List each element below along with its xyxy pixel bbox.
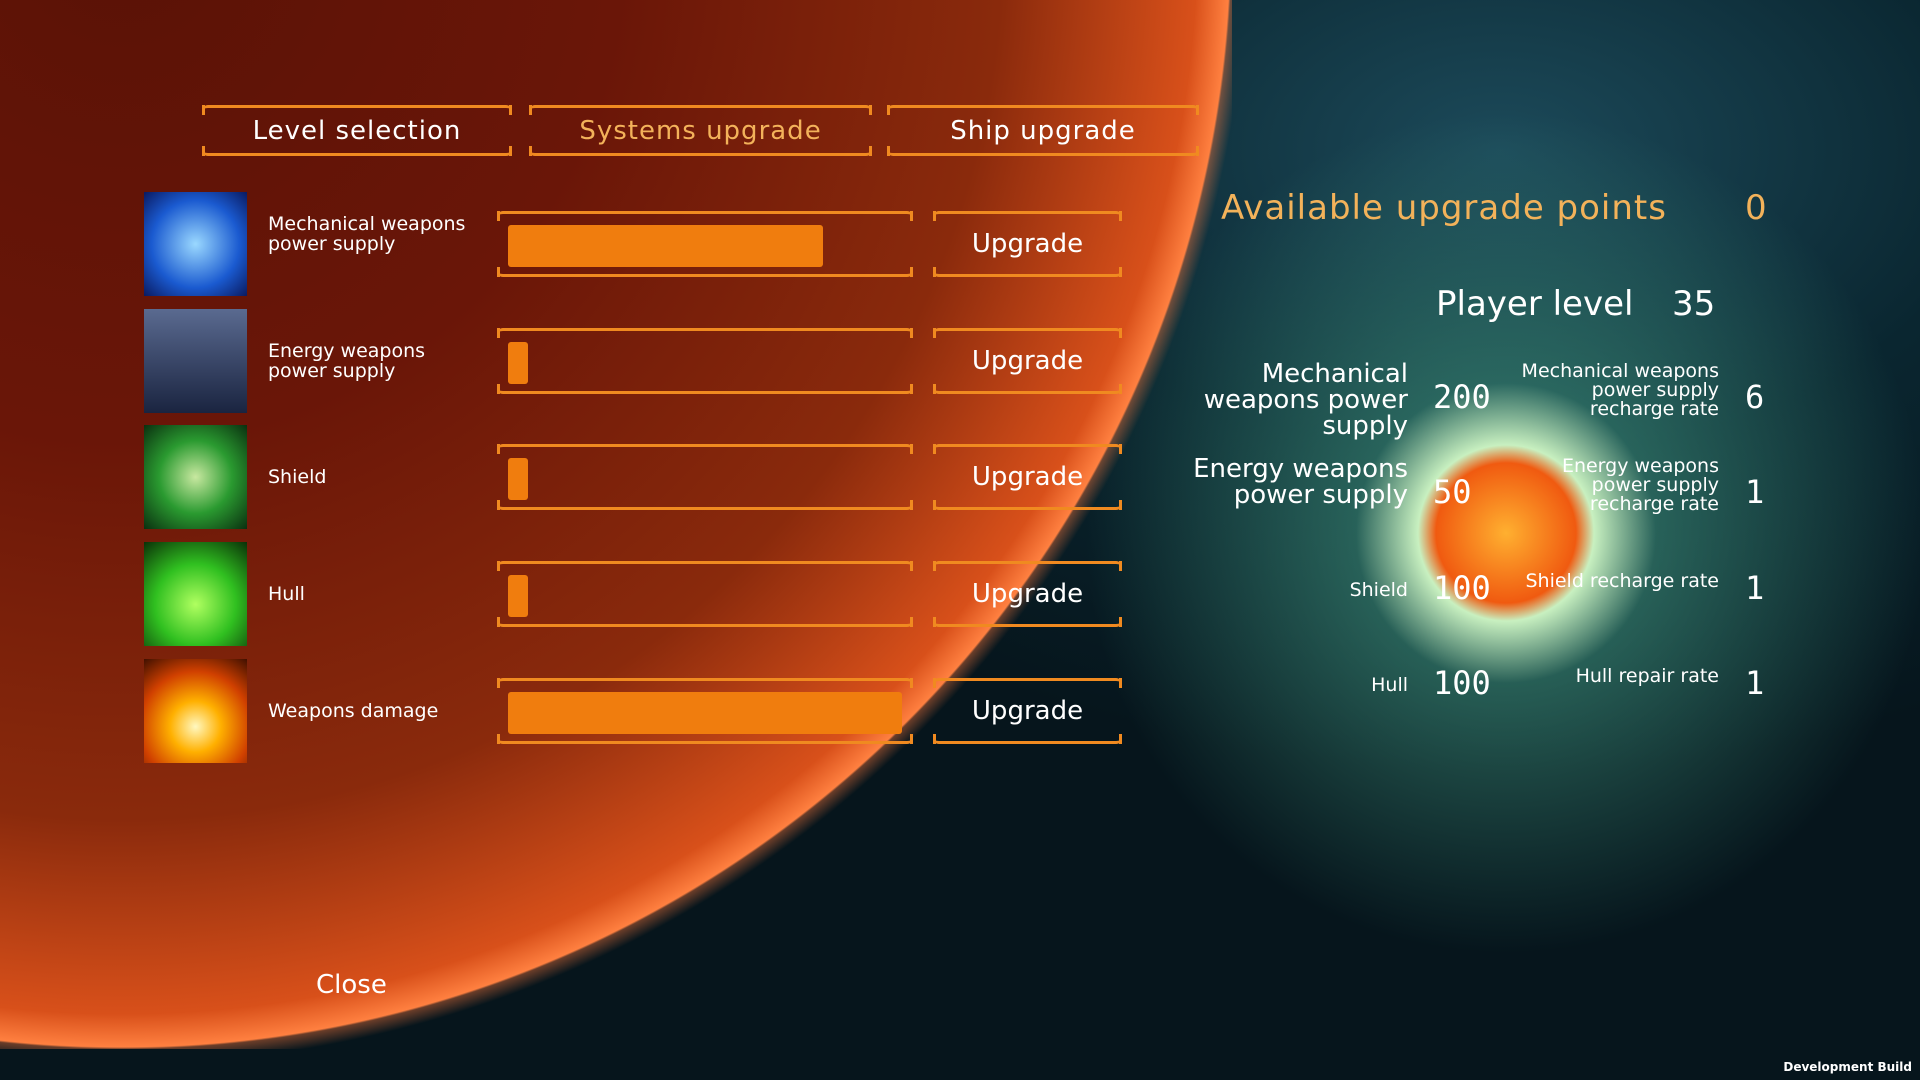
tab-ship-upgrade[interactable]: Ship upgrade (887, 105, 1199, 156)
explosion-icon (144, 659, 247, 763)
system-label: Hull (268, 583, 305, 605)
upgrade-points-label: Available upgrade points (1221, 188, 1667, 228)
upgrade-button[interactable]: Upgrade (933, 211, 1122, 277)
upgrade-button[interactable]: Upgrade (933, 678, 1122, 744)
system-progress-bar (497, 561, 913, 627)
close-button[interactable]: Close (316, 970, 387, 1000)
system-progress-bar (497, 328, 913, 394)
arrow-icon (144, 192, 247, 296)
stat-rate-value: 1 (1745, 569, 1765, 607)
player-level-value: 35 (1672, 284, 1716, 324)
stat-rate-label: Energy weapons power supply recharge rat… (1561, 455, 1719, 515)
upgrade-button[interactable]: Upgrade (933, 561, 1122, 627)
stat-value: 100 (1433, 664, 1491, 702)
stat-rate-label: Mechanical weapons power supply recharge… (1521, 360, 1719, 420)
progress-fill (508, 342, 528, 384)
progress-fill (508, 692, 902, 734)
upgrade-button[interactable]: Upgrade (933, 328, 1122, 394)
stat-value: 50 (1433, 473, 1472, 511)
robots-icon (144, 309, 247, 413)
player-level-label: Player level (1436, 284, 1634, 324)
system-progress-bar (497, 444, 913, 510)
stat-rate-value: 6 (1745, 378, 1765, 416)
progress-fill (508, 575, 528, 617)
progress-fill (508, 225, 823, 267)
stat-rate-value: 1 (1745, 664, 1765, 702)
tab-systems-upgrade[interactable]: Systems upgrade (529, 105, 872, 156)
stat-label: Shield (1349, 579, 1408, 601)
progress-fill (508, 458, 528, 500)
stat-value: 100 (1433, 569, 1491, 607)
stat-label: Mechanical weapons power supply (1203, 359, 1408, 441)
upgrade-points-value: 0 (1745, 188, 1767, 228)
stat-rate-value: 1 (1745, 473, 1765, 511)
stat-value: 200 (1433, 378, 1491, 416)
system-label: Shield (268, 466, 327, 488)
shield-scroll-icon (144, 425, 247, 529)
system-progress-bar (497, 211, 913, 277)
stat-label: Hull (1371, 674, 1408, 696)
upgrade-button[interactable]: Upgrade (933, 444, 1122, 510)
system-label: Mechanical weapons power supply (268, 213, 466, 255)
system-label: Energy weapons power supply (268, 340, 426, 382)
system-progress-bar (497, 678, 913, 744)
tab-level-selection[interactable]: Level selection (202, 105, 512, 156)
stat-rate-label: Hull repair rate (1575, 665, 1719, 687)
hull-slime-icon (144, 542, 247, 646)
stat-label: Energy weapons power supply (1193, 454, 1408, 510)
system-label: Weapons damage (268, 700, 439, 722)
stat-rate-label: Shield recharge rate (1525, 570, 1719, 592)
development-build-label: Development Build (1783, 1060, 1912, 1074)
